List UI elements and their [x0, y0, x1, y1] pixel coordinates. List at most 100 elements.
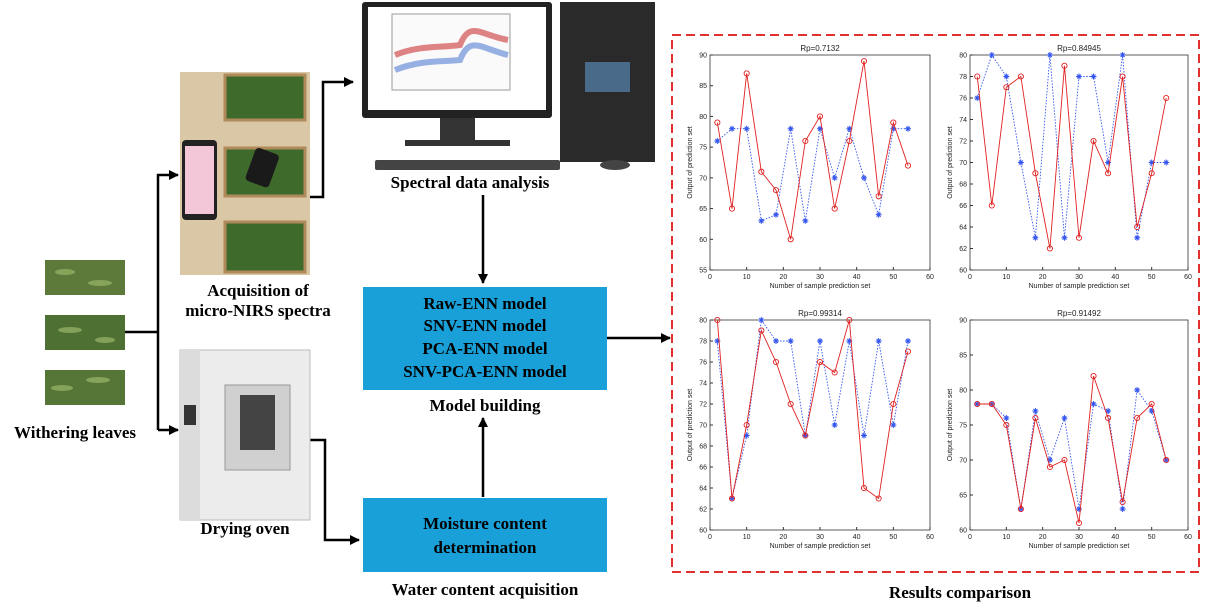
point-circle	[1032, 414, 1039, 422]
x-tick-label: 30	[1075, 274, 1083, 281]
x-axis-label: Number of sample prediction set	[770, 283, 871, 290]
point-circle	[1148, 170, 1155, 177]
y-tick-label: 85	[959, 353, 967, 360]
point-star	[729, 125, 735, 132]
y-tick-label: 72	[959, 139, 967, 146]
point-star	[743, 432, 750, 439]
point-circle	[772, 187, 780, 194]
chart-title: Rp=0.84945	[1057, 44, 1101, 53]
point-star	[1134, 387, 1141, 393]
y-tick-label: 65	[959, 493, 967, 500]
point-circle	[728, 495, 736, 502]
point-circle	[846, 316, 853, 324]
y-tick-label: 62	[959, 246, 967, 253]
x-tick-label: 60	[1184, 274, 1192, 281]
point-circle	[1003, 421, 1010, 429]
point-star	[831, 422, 838, 428]
x-tick-label: 30	[816, 534, 824, 541]
point-star	[1119, 52, 1126, 58]
plot-area	[709, 54, 931, 271]
y-tick-label: 64	[699, 486, 707, 493]
point-star	[1061, 234, 1068, 241]
x-tick-label: 20	[779, 274, 787, 281]
x-tick-label: 10	[743, 274, 751, 281]
point-star	[773, 211, 779, 218]
point-star	[846, 125, 853, 132]
y-tick-label: 60	[699, 237, 707, 244]
point-circle	[1017, 73, 1024, 80]
model-name: Raw-ENN model	[423, 294, 547, 313]
point-star	[787, 125, 794, 132]
y-tick-label: 74	[699, 381, 707, 388]
point-circle	[1003, 84, 1010, 91]
point-circle	[1134, 414, 1141, 422]
y-tick-label: 76	[699, 360, 707, 367]
y-tick-label: 66	[959, 203, 967, 210]
point-star	[1148, 408, 1155, 414]
point-star	[758, 317, 765, 323]
point-circle	[802, 137, 809, 145]
point-circle	[1163, 94, 1170, 102]
y-axis-label: Output of prediction set	[947, 126, 954, 198]
series-line	[977, 375, 1167, 524]
x-tick-label: 40	[853, 274, 861, 281]
point-star	[1003, 415, 1010, 421]
point-star	[1090, 73, 1097, 80]
x-tick-label: 0	[708, 274, 712, 281]
point-circle	[714, 316, 721, 324]
y-tick-label: 68	[699, 444, 707, 451]
point-circle	[860, 484, 868, 492]
x-axis-label: Number of sample prediction set	[1029, 283, 1130, 290]
x-tick-label: 20	[1039, 274, 1047, 281]
point-star	[1105, 159, 1112, 166]
point-star	[1061, 415, 1068, 421]
box-text: determination	[434, 538, 537, 557]
point-circle	[1075, 519, 1083, 527]
plot-area	[969, 319, 1189, 531]
point-star	[861, 432, 867, 439]
point-star	[1134, 234, 1141, 241]
y-tick-label: 80	[959, 53, 967, 60]
x-tick-label: 50	[889, 274, 897, 281]
point-star	[1076, 73, 1082, 80]
point-circle	[875, 193, 882, 200]
point-star	[1046, 457, 1053, 463]
x-tick-label: 0	[708, 534, 712, 541]
x-tick-label: 20	[1039, 534, 1047, 541]
point-star	[1148, 159, 1155, 166]
point-star	[846, 338, 853, 344]
model-name: SNV-PCA-ENN model	[403, 362, 567, 381]
x-tick-label: 50	[889, 534, 897, 541]
label: Spectral data analysis	[391, 173, 550, 192]
x-tick-label: 40	[1111, 274, 1119, 281]
label: Withering leaves	[14, 423, 136, 442]
label: Model building	[429, 396, 541, 415]
point-circle	[1017, 505, 1024, 513]
computer	[362, 2, 655, 170]
point-circle	[802, 432, 809, 439]
point-circle	[816, 358, 824, 366]
point-star	[1163, 159, 1170, 166]
y-tick-label: 72	[699, 402, 707, 409]
acquisition-photo	[180, 72, 310, 275]
y-axis-label: Output of prediction set	[687, 126, 694, 198]
x-tick-label: 50	[1148, 534, 1156, 541]
y-tick-label: 80	[959, 388, 967, 395]
y-tick-label: 62	[699, 507, 707, 514]
x-tick-label: 60	[926, 274, 934, 281]
point-circle	[831, 369, 838, 376]
point-circle	[1105, 414, 1112, 422]
point-circle	[1148, 400, 1155, 408]
point-circle	[860, 58, 868, 65]
x-tick-label: 10	[1002, 534, 1010, 541]
point-star	[714, 338, 721, 344]
x-tick-label: 40	[1111, 534, 1119, 541]
point-star	[1090, 401, 1097, 407]
chart-title: Rp=0.91492	[1057, 309, 1101, 318]
point-star	[714, 138, 721, 144]
leaf-photos	[45, 260, 125, 405]
point-star	[1105, 408, 1112, 414]
point-circle	[1090, 372, 1097, 380]
y-tick-label: 70	[959, 458, 967, 465]
